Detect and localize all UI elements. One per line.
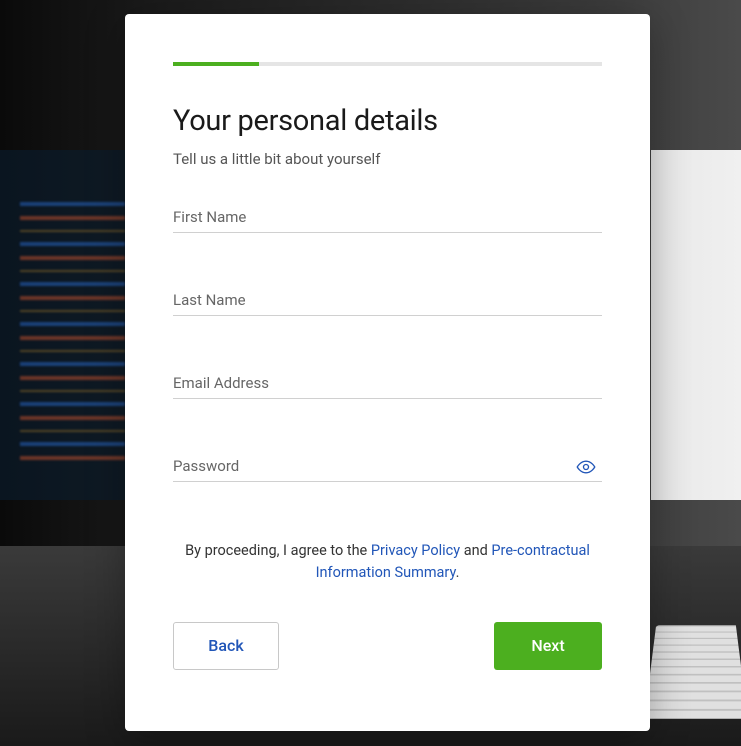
- consent-prefix: By proceeding, I agree to the: [185, 542, 371, 559]
- password-input[interactable]: [173, 457, 572, 479]
- back-button[interactable]: Back: [173, 622, 279, 670]
- email-field[interactable]: Email Address: [173, 374, 602, 399]
- password-field[interactable]: Password: [173, 457, 602, 482]
- page-title: Your personal details: [173, 104, 602, 138]
- email-input[interactable]: [173, 374, 602, 396]
- consent-middle: and: [460, 542, 491, 559]
- background-left-monitor: [20, 200, 125, 470]
- toggle-password-visibility-icon[interactable]: [576, 457, 596, 481]
- progress-fill: [173, 62, 259, 66]
- background-right-monitor: [656, 180, 736, 460]
- last-name-input[interactable]: [173, 291, 602, 313]
- privacy-policy-link[interactable]: Privacy Policy: [371, 542, 460, 559]
- button-row: Back Next: [173, 622, 602, 670]
- first-name-field[interactable]: First Name: [173, 208, 602, 233]
- background-keyboard: [644, 625, 741, 718]
- first-name-input[interactable]: [173, 208, 602, 230]
- consent-suffix: .: [456, 564, 460, 581]
- signup-card: Your personal details Tell us a little b…: [125, 14, 650, 731]
- last-name-field[interactable]: Last Name: [173, 291, 602, 316]
- next-button[interactable]: Next: [494, 622, 602, 670]
- page-subtitle: Tell us a little bit about yourself: [173, 150, 602, 168]
- consent-text: By proceeding, I agree to the Privacy Po…: [173, 540, 602, 584]
- progress-bar: [173, 62, 602, 66]
